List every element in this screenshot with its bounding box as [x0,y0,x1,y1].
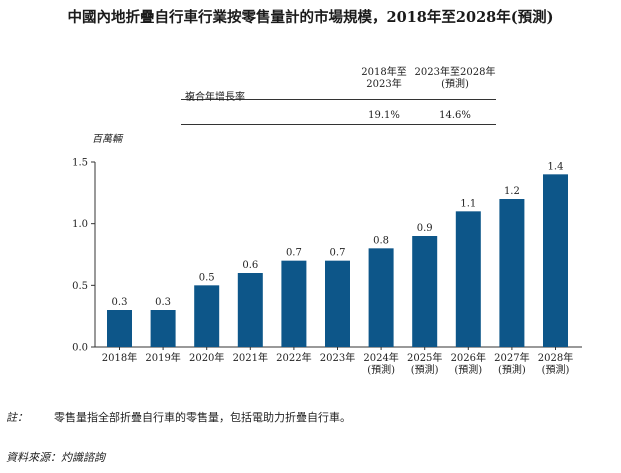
x-tick-label: 2022年 [276,351,311,364]
cagr-table: 2018年至 2023年 2023年至2028年 (預測) 複合年增長率 19.… [0,0,621,130]
bar-value-label: 1.2 [504,186,520,197]
bar-value-label: 0.3 [155,297,171,308]
source-line: 資料來源：灼識諮詢 [6,451,105,464]
y-tick-label: 1.5 [72,158,88,169]
x-tick-label: 2019年 [145,351,180,364]
cagr-col2-header-line2: (預測) [441,79,469,90]
bar [455,211,481,347]
bar [237,273,263,347]
x-tick-label: (預測) [542,363,570,376]
footnote-text: 零售量指全部折疊自行車的零售量，包括電助力折疊自行車。 [54,411,351,424]
bar-value-label: 0.9 [417,223,433,234]
footnote: 註： 零售量指全部折疊自行車的零售量，包括電助力折疊自行車。 [6,409,351,425]
x-tick-label: (預測) [411,363,439,376]
x-tick-label: 2027年 [494,351,529,364]
bar-value-label: 0.6 [242,260,258,271]
bar [194,285,220,347]
cagr-col2-header: 2023年至2028年 (預測) [410,67,500,91]
y-tick-label: 1.0 [72,219,88,230]
x-tick-label: 2028年 [538,351,573,364]
x-tick-label: 2024年 [363,351,398,364]
x-tick-label: 2026年 [451,351,486,364]
x-tick-label: 2021年 [233,351,268,364]
bar [325,260,350,347]
x-tick-label: (預測) [367,363,395,376]
bar [107,310,132,347]
cagr-col1-header-line2: 2023年 [366,79,402,90]
bar-value-label: 0.7 [330,248,346,259]
cagr-header-rule [181,99,496,100]
cagr-col1-header-line1: 2018年至 [361,67,407,78]
x-tick-label: (預測) [454,363,482,376]
bar [281,260,307,347]
cagr-bottom-rule [181,124,496,125]
cagr-col1-header: 2018年至 2023年 [344,67,424,91]
cagr-col2-header-line1: 2023年至2028年 [414,67,496,78]
x-tick-label: 2020年 [189,351,224,364]
bar-value-label: 1.1 [460,198,476,209]
cagr-col1-value: 19.1% [368,110,400,121]
y-axis-unit-label: 百萬輛 [92,134,122,145]
bar [150,310,176,347]
x-tick-label: (預測) [498,363,526,376]
chart-title: 中國內地折疊自行車行業按零售量計的市場規模，2018年至2028年(預測) [67,9,554,26]
bar [368,248,394,347]
x-tick-label: 2018年 [102,351,137,364]
footnote-label: 註： [6,411,28,424]
bar [412,236,438,347]
bar-value-label: 1.4 [548,161,564,172]
cagr-col2-value: 14.6% [439,110,471,121]
x-tick-label: 2025年 [407,351,442,364]
y-tick-label: 0.0 [72,343,88,354]
x-tick-label: 2023年 [320,351,355,364]
y-tick-label: 0.5 [72,281,88,292]
bar [543,174,568,347]
bar-value-label: 0.3 [112,297,128,308]
cagr-row-label: 複合年增長率 [185,92,245,103]
bar-value-label: 0.5 [199,272,215,283]
bar-value-label: 0.8 [373,235,389,246]
bar-value-label: 0.7 [286,248,302,259]
bar [499,199,525,347]
